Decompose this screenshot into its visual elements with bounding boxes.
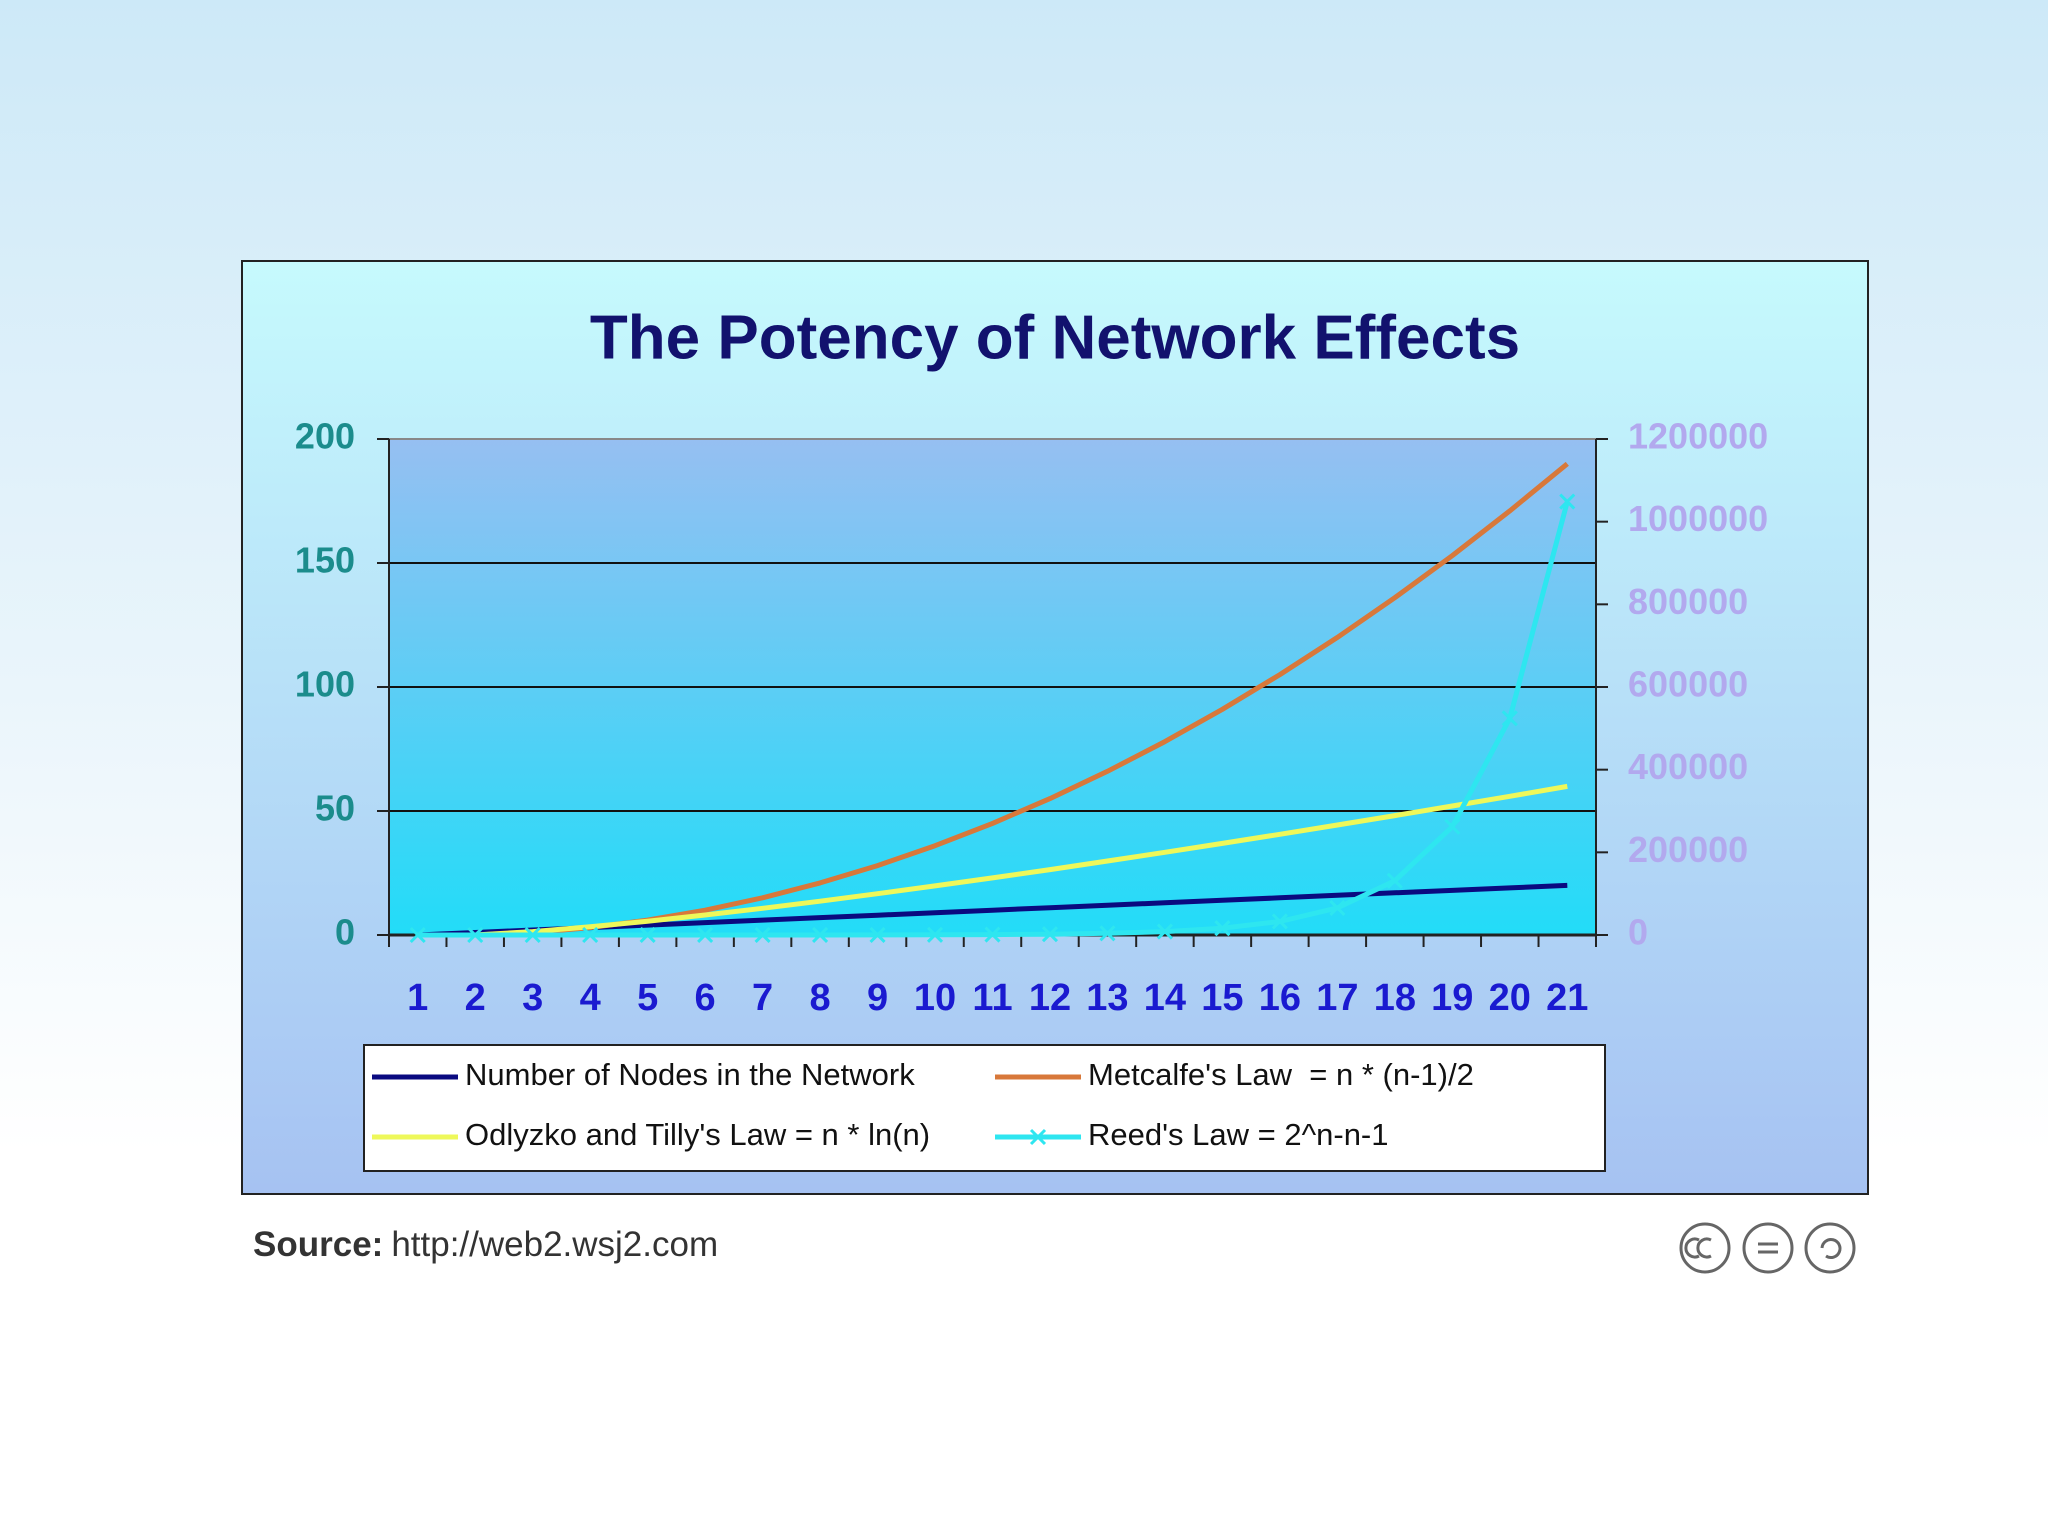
y2-tick-label: 400000 bbox=[1628, 746, 1748, 787]
y2-tick-label: 0 bbox=[1628, 912, 1648, 953]
series-marker bbox=[524, 926, 541, 944]
legend-label: Odlyzko and Tilly's Law = n * ln(n) bbox=[465, 1117, 930, 1152]
icon-sa-mark bbox=[1820, 1238, 1842, 1259]
y2-tick-label: 800000 bbox=[1628, 581, 1748, 622]
x-tick-label: 4 bbox=[580, 977, 601, 1019]
x-tick-label: 9 bbox=[867, 977, 888, 1019]
y2-tick-label: 1200000 bbox=[1628, 416, 1768, 457]
x-tick-label: 16 bbox=[1259, 977, 1301, 1019]
legend-label: Metcalfe's Law = n * (n-1)/2 bbox=[1088, 1057, 1474, 1092]
legend-label: Reed's Law = 2^n-n-1 bbox=[1088, 1117, 1389, 1152]
y-tick-label: 0 bbox=[335, 912, 355, 953]
x-tick-label: 1 bbox=[407, 977, 428, 1019]
y2-tick-label: 200000 bbox=[1628, 829, 1748, 870]
series-marker bbox=[1214, 920, 1231, 937]
source-url: http://web2.wsj2.com bbox=[391, 1225, 718, 1264]
series-marker bbox=[812, 926, 829, 944]
series-marker bbox=[1559, 493, 1576, 510]
x-tick-label: 3 bbox=[522, 977, 543, 1019]
series-marker bbox=[1041, 926, 1059, 943]
icon-cc-mark bbox=[1684, 1237, 1712, 1259]
x-tick-label: 5 bbox=[637, 977, 658, 1019]
series-marker bbox=[1386, 872, 1403, 889]
series-marker bbox=[467, 926, 484, 944]
y-tick-label: 150 bbox=[295, 540, 355, 581]
source-label: Source: bbox=[253, 1225, 383, 1264]
x-tick-label: 15 bbox=[1201, 977, 1243, 1019]
legend-label: Number of Nodes in the Network bbox=[465, 1057, 915, 1092]
license-icons bbox=[1679, 1222, 1856, 1274]
y2-tick-label: 600000 bbox=[1628, 664, 1748, 705]
y-tick-label: 200 bbox=[295, 416, 355, 457]
x-tick-label: 19 bbox=[1431, 977, 1473, 1019]
series-marker bbox=[869, 926, 886, 943]
series-marker bbox=[639, 926, 656, 944]
series-marker bbox=[409, 926, 426, 944]
legend-marker bbox=[1029, 1128, 1047, 1146]
series-marker bbox=[1156, 923, 1173, 940]
series-marker bbox=[1501, 710, 1518, 727]
legend bbox=[363, 1044, 1606, 1172]
series-marker bbox=[582, 926, 599, 944]
series-marker bbox=[1271, 913, 1288, 930]
x-tick-label: 14 bbox=[1144, 977, 1186, 1019]
icon-by-mark bbox=[1758, 1242, 1778, 1254]
series-marker bbox=[926, 926, 944, 943]
source-note: Source: http://web2.wsj2.com bbox=[253, 1225, 718, 1264]
series-marker bbox=[1329, 899, 1346, 916]
chart-title: The Potency of Network Effects bbox=[590, 303, 1520, 372]
y-tick-label: 100 bbox=[295, 664, 355, 705]
x-tick-label: 17 bbox=[1316, 977, 1358, 1019]
x-tick-label: 13 bbox=[1086, 977, 1128, 1019]
y2-tick-label: 1000000 bbox=[1628, 498, 1768, 539]
series-marker bbox=[697, 926, 714, 944]
x-tick-label: 21 bbox=[1546, 977, 1588, 1019]
x-tick-label: 7 bbox=[752, 977, 773, 1019]
x-tick-label: 2 bbox=[465, 977, 486, 1019]
x-tick-label: 10 bbox=[914, 977, 956, 1019]
series-marker bbox=[1444, 818, 1461, 835]
series-marker bbox=[754, 926, 771, 944]
series-line bbox=[417, 783, 1568, 938]
x-tick-label: 8 bbox=[810, 977, 831, 1019]
x-tick-label: 12 bbox=[1029, 977, 1071, 1019]
x-tick-label: 20 bbox=[1489, 977, 1531, 1019]
icon-cc bbox=[1679, 1222, 1731, 1274]
x-tick-label: 18 bbox=[1374, 977, 1416, 1019]
icon-by bbox=[1742, 1222, 1794, 1274]
y-tick-label: 50 bbox=[315, 788, 355, 829]
x-tick-label: 11 bbox=[972, 977, 1012, 1019]
series-marker bbox=[1099, 925, 1116, 942]
icon-sa bbox=[1804, 1222, 1856, 1274]
x-tick-label: 6 bbox=[695, 977, 716, 1019]
series-marker bbox=[984, 926, 1001, 943]
